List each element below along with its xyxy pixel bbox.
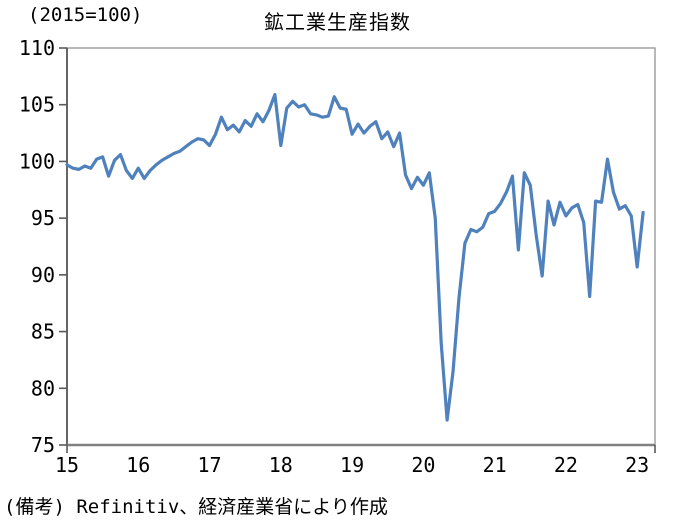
chart-title: 鉱工業生産指数 bbox=[264, 10, 411, 34]
plot-border bbox=[66, 47, 656, 446]
y-axis-unit-label: (2015=100) bbox=[28, 4, 143, 26]
y-tick-label: 90 bbox=[31, 263, 55, 287]
iip-series-line bbox=[65, 92, 645, 422]
x-tick-label: 23 bbox=[625, 453, 649, 477]
x-tick-label: 18 bbox=[269, 453, 293, 477]
x-tick-label: 21 bbox=[483, 453, 507, 477]
y-tick-label: 80 bbox=[31, 376, 55, 400]
x-tick-label: 16 bbox=[126, 453, 150, 477]
y-tick-label: 75 bbox=[31, 433, 55, 457]
x-tick-label: 20 bbox=[411, 453, 435, 477]
y-tick-label: 105 bbox=[19, 93, 55, 117]
y-tick-label: 110 bbox=[19, 36, 55, 60]
x-tick-label: 17 bbox=[197, 453, 221, 477]
y-tick-label: 85 bbox=[31, 320, 55, 344]
y-tick-label: 100 bbox=[19, 149, 55, 173]
y-tick-label: 95 bbox=[31, 206, 55, 230]
x-tick-label: 22 bbox=[554, 453, 578, 477]
x-tick-label: 19 bbox=[340, 453, 364, 477]
x-tick-label: 15 bbox=[55, 453, 79, 477]
source-footnote: (備考) Refinitiv、経済産業省により作成 bbox=[4, 496, 388, 518]
